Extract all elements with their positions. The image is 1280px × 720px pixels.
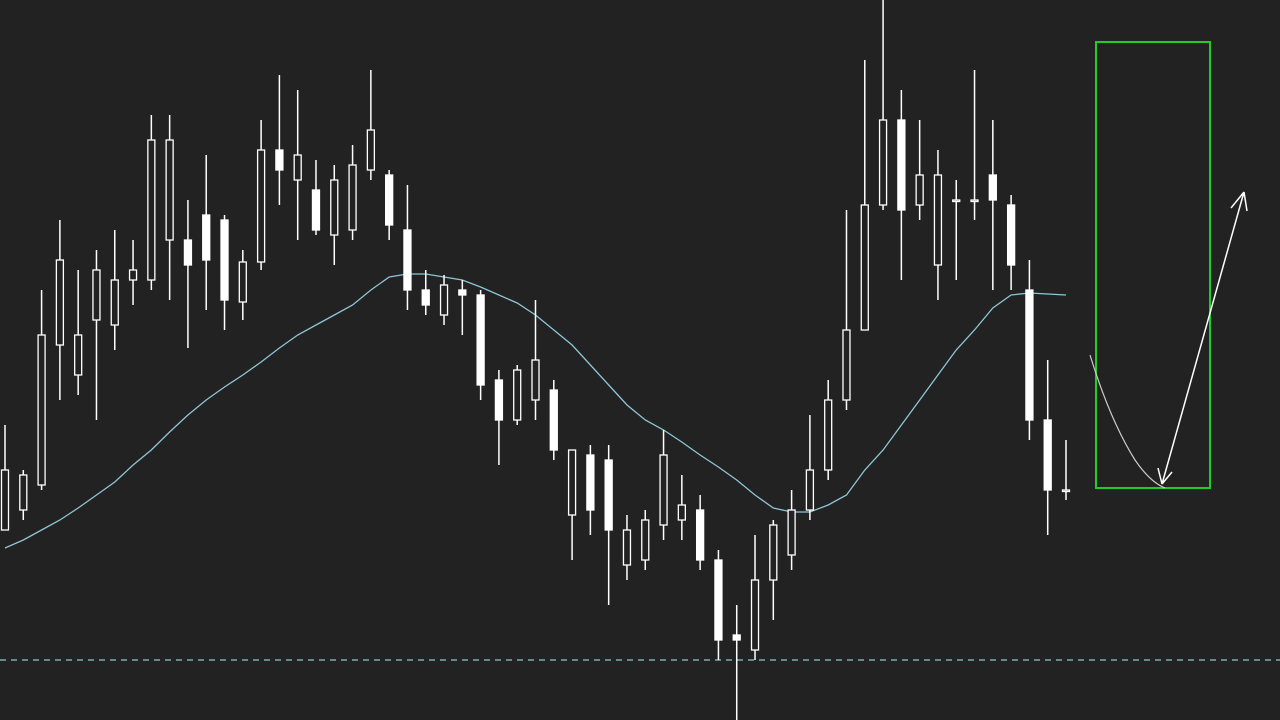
candle-body xyxy=(1006,204,1016,266)
candle-body xyxy=(220,219,229,301)
candle-body xyxy=(513,369,522,421)
candle-body xyxy=(860,204,869,331)
candle-body xyxy=(970,199,979,203)
candle-body xyxy=(458,289,467,296)
candle-body xyxy=(897,119,906,211)
candle-body xyxy=(183,239,193,266)
candle-body xyxy=(878,119,888,206)
candle-body xyxy=(110,279,119,326)
candle-body xyxy=(476,294,485,386)
candle-body xyxy=(403,229,412,291)
candle-body xyxy=(641,519,650,561)
candle-body xyxy=(549,389,558,451)
candle-body xyxy=(19,474,28,511)
candle-body xyxy=(714,559,723,641)
candle-body xyxy=(1061,489,1071,493)
candle-body xyxy=(202,214,211,261)
candle-body xyxy=(952,199,961,203)
target-box xyxy=(1095,41,1211,489)
candle-body xyxy=(1025,289,1034,421)
candle-body xyxy=(531,359,540,401)
candle-body xyxy=(732,634,741,641)
candle-body xyxy=(1043,419,1052,491)
candle-body xyxy=(421,289,430,306)
candle-body xyxy=(0,469,10,531)
candle-body xyxy=(494,379,504,421)
candle-body xyxy=(622,529,632,566)
candle-body xyxy=(677,504,686,521)
candle-body xyxy=(769,524,778,581)
candle-body xyxy=(695,509,705,561)
candle-body xyxy=(37,334,46,486)
candle-body xyxy=(439,284,449,316)
candle-body xyxy=(805,469,815,511)
candle-body xyxy=(586,454,595,511)
candle-body xyxy=(385,174,394,226)
projection-arrow xyxy=(1157,191,1248,485)
candle-body xyxy=(147,139,156,281)
candle-body xyxy=(311,189,321,231)
candle-body xyxy=(787,509,796,556)
candle-body xyxy=(293,154,302,181)
candle-body xyxy=(238,261,247,303)
candle-body xyxy=(567,449,577,516)
candle-body xyxy=(165,139,174,241)
candle-body xyxy=(348,164,357,231)
candle-body xyxy=(988,174,997,201)
candle-body xyxy=(92,269,101,321)
candle-body xyxy=(275,149,284,171)
candle-body xyxy=(366,129,376,171)
candle-body xyxy=(933,174,943,266)
candle-body xyxy=(842,329,851,401)
candle-body xyxy=(824,399,833,471)
candle-body xyxy=(55,259,65,346)
candle-body xyxy=(128,269,138,281)
candle-body xyxy=(659,454,668,526)
candle-body xyxy=(330,179,339,236)
candle-body xyxy=(604,459,613,531)
projection-curve xyxy=(1089,354,1166,489)
candle-body xyxy=(256,149,266,263)
candle-body xyxy=(750,579,760,651)
candle-body xyxy=(74,334,83,376)
candle-body xyxy=(915,174,924,206)
